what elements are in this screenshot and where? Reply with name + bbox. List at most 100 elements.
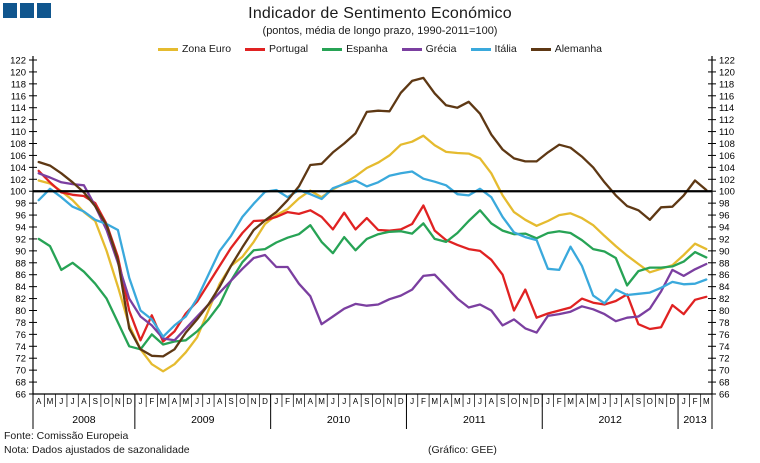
month-label: D [670,397,676,406]
y-tick-label-left: 94 [15,223,26,234]
year-label: 2011 [463,414,486,426]
legend-label: Alemanha [554,43,602,55]
legend-swatch [470,47,491,51]
y-tick-label-left: 118 [11,79,26,90]
y-tick-label-left: 100 [10,187,26,198]
year-label: 2008 [72,414,96,426]
series-line-portugal [37,169,708,343]
month-label: M [567,397,574,406]
legend-item-italia: Itália [470,43,517,55]
series-line-zona-euro [37,134,708,373]
year-label: 2009 [191,414,215,426]
year-label: 2013 [683,414,707,426]
month-label: A [443,397,449,406]
month-label: N [387,397,393,406]
y-tick-label-right: 104 [719,163,735,174]
month-label: S [500,397,505,406]
month-label: D [262,397,268,406]
y-tick-label-right: 86 [719,270,730,281]
month-label: A [489,397,495,406]
y-tick-label-right: 68 [719,378,730,389]
month-label: J [478,397,482,406]
month-label: J [59,397,63,406]
month-label: F [557,397,562,406]
month-label: J [139,397,143,406]
page-title: Indicador de Sentimento Económico [248,5,512,22]
seasonality-note: Nota: Dados ajustados de sazonalidade [4,444,190,456]
legend-label: Zona Euro [182,43,232,55]
series-line-italia [37,170,708,338]
chart-legend: Zona Euro Portugal Espanha Grécia Itália Alem… [0,43,760,55]
graphic-credit: (Gráfico: GEE) [428,444,497,456]
y-tick-label-left: 104 [10,163,26,174]
legend-item-grecia: Grécia [401,43,457,55]
y-tick-label-right: 102 [719,175,735,186]
y-tick-label-left: 106 [10,151,26,162]
legend-swatch [322,47,343,51]
y-tick-label-left: 80 [15,306,26,317]
month-label: J [602,397,606,406]
month-label: N [251,397,257,406]
month-label: J [195,397,199,406]
legend-label: Grécia [425,43,457,55]
y-tick-label-left: 120 [10,67,26,78]
y-tick-label-left: 122 [10,56,26,67]
y-tick-label-right: 96 [719,211,730,222]
logo-square-icon [3,3,17,18]
month-label: N [522,397,528,406]
legend-item-espanha: Espanha [322,43,388,55]
month-label: F [421,397,426,406]
y-tick-label-right: 70 [719,366,730,377]
y-tick-label-right: 88 [719,258,730,269]
y-tick-label-right: 120 [719,67,735,78]
series-line-espanha [37,209,708,351]
month-label: A [81,397,87,406]
y-tick-label-left: 92 [15,234,26,245]
legend-swatch [245,47,266,51]
month-label: J [682,397,686,406]
legend-swatch [158,47,178,51]
month-label: A [217,397,223,406]
year-label: 2012 [598,414,622,426]
legend-label: Itália [494,43,517,55]
source-note: Fonte: Comissão Europeia [4,430,129,442]
y-tick-label-right: 116 [719,91,734,102]
month-label: M [454,397,461,406]
logo-square-icon [20,3,34,18]
y-tick-label-left: 72 [15,354,26,365]
month-label: M [182,397,189,406]
month-label: S [636,397,641,406]
page-subtitle: (pontos, média de longo prazo, 1990-2011… [262,25,498,37]
y-tick-label-right: 114 [719,103,734,114]
month-label: F [149,397,154,406]
y-tick-label-left: 70 [15,366,26,377]
month-label: J [410,397,414,406]
series-line-alemanha [37,76,708,358]
y-tick-label-left: 82 [15,294,26,305]
legend-label: Espanha [346,43,388,55]
series-line-grecia [37,172,708,342]
y-tick-label-right: 72 [719,354,730,365]
month-label: J [546,397,550,406]
month-label: J [467,397,471,406]
y-tick-label-right: 80 [719,306,730,317]
y-tick-label-right: 74 [719,342,730,353]
y-tick-label-right: 108 [719,139,735,150]
y-tick-label-left: 96 [15,211,26,222]
legend-item-portugal: Portugal [245,43,308,55]
month-label: S [364,397,369,406]
month-label: A [308,397,314,406]
month-label: A [172,397,178,406]
month-label: O [647,397,653,406]
y-tick-label-left: 68 [15,378,26,389]
month-label: A [579,397,585,406]
y-tick-label-left: 110 [11,127,26,138]
month-label: M [431,397,438,406]
month-label: A [353,397,359,406]
y-tick-label-right: 118 [719,79,734,90]
y-tick-label-left: 66 [15,390,26,401]
y-tick-label-left: 112 [11,115,26,126]
month-label: J [342,397,346,406]
y-tick-label-left: 86 [15,270,26,281]
